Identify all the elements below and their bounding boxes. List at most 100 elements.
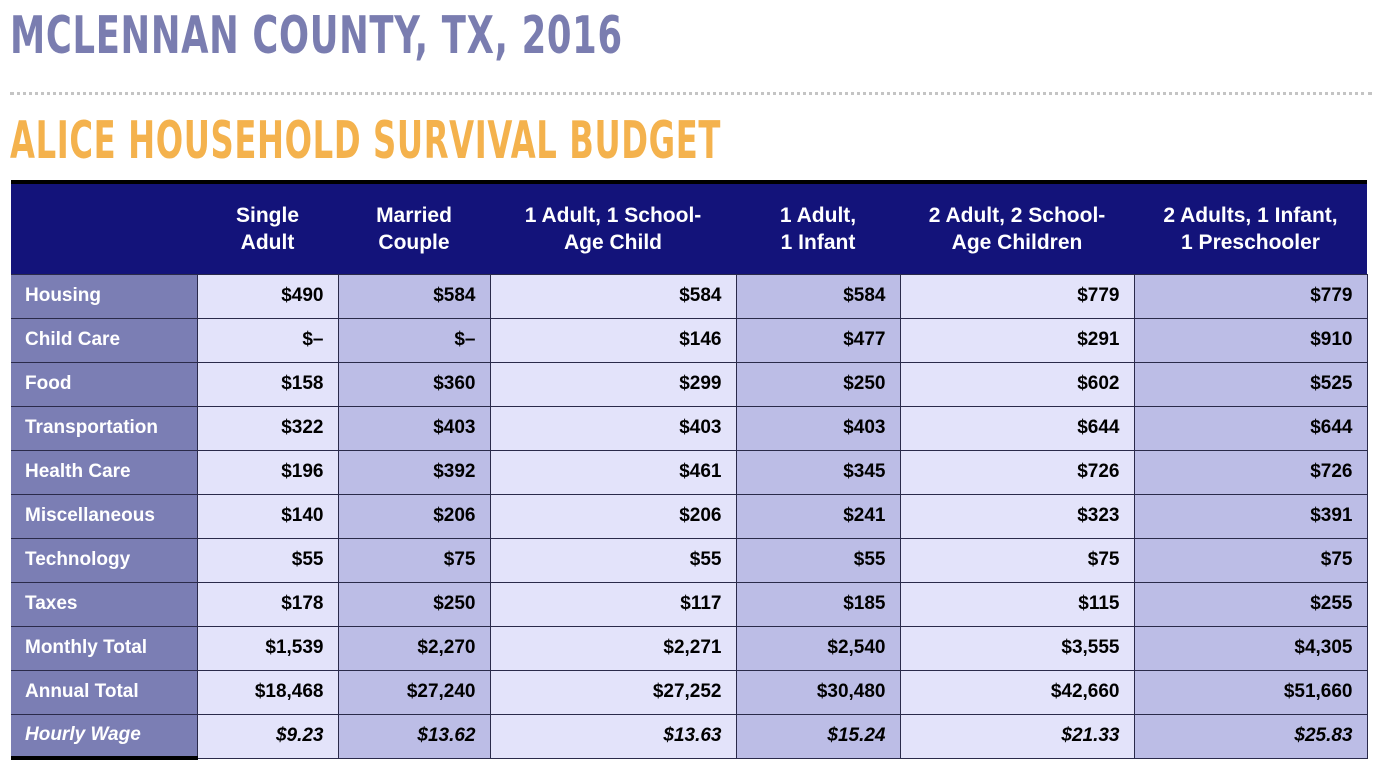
budget-table: Single Adult Married Couple 1 Adult, 1 Sch… <box>11 180 1368 760</box>
table-row-food: Food $158 $360 $299 $250 $602 $525 <box>11 361 1368 407</box>
table-cell: $910 <box>1133 317 1368 363</box>
table-cell: $584 <box>489 273 737 319</box>
table-row-transportation: Transportation $322 $403 $403 $403 $644 … <box>11 405 1368 451</box>
table-cell: $75 <box>337 537 491 583</box>
row-label: Annual Total <box>11 669 198 715</box>
table-cell: $291 <box>899 317 1135 363</box>
table-cell: $75 <box>899 537 1135 583</box>
table-cell: $403 <box>489 405 737 451</box>
table-cell: $779 <box>1133 273 1368 319</box>
table-cell: $2,540 <box>735 625 901 671</box>
table-cell: $117 <box>489 581 737 627</box>
table-cell: $9.23 <box>196 713 339 759</box>
table-cell: $55 <box>196 537 339 583</box>
table-cell: $403 <box>337 405 491 451</box>
table-cell: $4,305 <box>1133 625 1368 671</box>
table-cell: $2,271 <box>489 625 737 671</box>
table-row-housing: Housing $490 $584 $584 $584 $779 $779 <box>11 273 1368 319</box>
table-row-annual-total: Annual Total $18,468 $27,240 $27,252 $30… <box>11 669 1368 715</box>
table-cell: $461 <box>489 449 737 495</box>
row-label: Transportation <box>11 405 198 451</box>
column-header-1-adult-1-infant: 1 Adult, 1 Infant <box>736 180 900 274</box>
row-label: Health Care <box>11 449 198 495</box>
table-cell: $– <box>337 317 491 363</box>
table-row-health-care: Health Care $196 $392 $461 $345 $726 $72… <box>11 449 1368 495</box>
table-cell: $644 <box>1133 405 1368 451</box>
table-cell: $75 <box>1133 537 1368 583</box>
table-cell: $115 <box>899 581 1135 627</box>
table-cell: $241 <box>735 493 901 539</box>
table-row-child-care: Child Care $– $– $146 $477 $291 $910 <box>11 317 1368 363</box>
table-cell: $250 <box>735 361 901 407</box>
table-cell: $644 <box>899 405 1135 451</box>
table-cell: $490 <box>196 273 339 319</box>
table-cell: $1,539 <box>196 625 339 671</box>
table-cell: $140 <box>196 493 339 539</box>
row-label: Hourly Wage <box>11 713 198 760</box>
table-cell: $51,660 <box>1133 669 1368 715</box>
table-cell: $345 <box>735 449 901 495</box>
table-cell: $21.33 <box>899 713 1135 759</box>
table-cell: $196 <box>196 449 339 495</box>
table-row-monthly-total: Monthly Total $1,539 $2,270 $2,271 $2,54… <box>11 625 1368 671</box>
table-row-taxes: Taxes $178 $250 $117 $185 $115 $255 <box>11 581 1368 627</box>
table-cell: $25.83 <box>1133 713 1368 759</box>
table-cell: $726 <box>1133 449 1368 495</box>
table-cell: $– <box>196 317 339 363</box>
table-cell: $30,480 <box>735 669 901 715</box>
table-row-technology: Technology $55 $75 $55 $55 $75 $75 <box>11 537 1368 583</box>
table-cell: $206 <box>489 493 737 539</box>
column-header-2-adults-1-infant-1-preschooler: 2 Adults, 1 Infant, 1 Preschooler <box>1134 180 1367 274</box>
row-label: Miscellaneous <box>11 493 198 539</box>
table-cell: $584 <box>337 273 491 319</box>
row-label: Taxes <box>11 581 198 627</box>
table-cell: $322 <box>196 405 339 451</box>
table-cell: $299 <box>489 361 737 407</box>
row-label: Child Care <box>11 317 198 363</box>
table-cell: $255 <box>1133 581 1368 627</box>
table-cell: $15.24 <box>735 713 901 759</box>
row-label: Food <box>11 361 198 407</box>
table-cell: $18,468 <box>196 669 339 715</box>
table-cell: $13.63 <box>489 713 737 759</box>
header-corner <box>11 180 197 274</box>
column-header-1-adult-1-school-age-child: 1 Adult, 1 School- Age Child <box>490 180 736 274</box>
section-title: ALICE HOUSEHOLD SURVIVAL BUDGET <box>10 111 721 171</box>
row-label: Technology <box>11 537 198 583</box>
table-cell: $360 <box>337 361 491 407</box>
table-cell: $146 <box>489 317 737 363</box>
table-cell: $477 <box>735 317 901 363</box>
column-header-single-adult: Single Adult <box>197 180 338 274</box>
table-cell: $158 <box>196 361 339 407</box>
table-cell: $584 <box>735 273 901 319</box>
dotted-divider <box>10 92 1372 95</box>
table-cell: $391 <box>1133 493 1368 539</box>
table-cell: $323 <box>899 493 1135 539</box>
table-cell: $726 <box>899 449 1135 495</box>
row-label: Housing <box>11 273 198 319</box>
table-cell: $185 <box>735 581 901 627</box>
table-cell: $13.62 <box>337 713 491 759</box>
column-header-2-adult-2-school-age-children: 2 Adult, 2 School- Age Children <box>900 180 1134 274</box>
table-cell: $250 <box>337 581 491 627</box>
row-label: Monthly Total <box>11 625 198 671</box>
table-row-miscellaneous: Miscellaneous $140 $206 $206 $241 $323 $… <box>11 493 1368 539</box>
column-header-married-couple: Married Couple <box>338 180 490 274</box>
table-row-hourly-wage: Hourly Wage $9.23 $13.62 $13.63 $15.24 $… <box>11 713 1368 760</box>
table-cell: $27,240 <box>337 669 491 715</box>
table-cell: $42,660 <box>899 669 1135 715</box>
header-row: Single Adult Married Couple 1 Adult, 1 Sch… <box>11 180 1367 274</box>
table-cell: $2,270 <box>337 625 491 671</box>
county-title: MCLENNAN COUNTY, TX, 2016 <box>10 6 623 66</box>
table-cell: $392 <box>337 449 491 495</box>
table-cell: $55 <box>489 537 737 583</box>
table-cell: $779 <box>899 273 1135 319</box>
table-cell: $525 <box>1133 361 1368 407</box>
table-cell: $55 <box>735 537 901 583</box>
table-cell: $403 <box>735 405 901 451</box>
table-cell: $178 <box>196 581 339 627</box>
table-cell: $602 <box>899 361 1135 407</box>
table-cell: $27,252 <box>489 669 737 715</box>
table-cell: $3,555 <box>899 625 1135 671</box>
table-cell: $206 <box>337 493 491 539</box>
